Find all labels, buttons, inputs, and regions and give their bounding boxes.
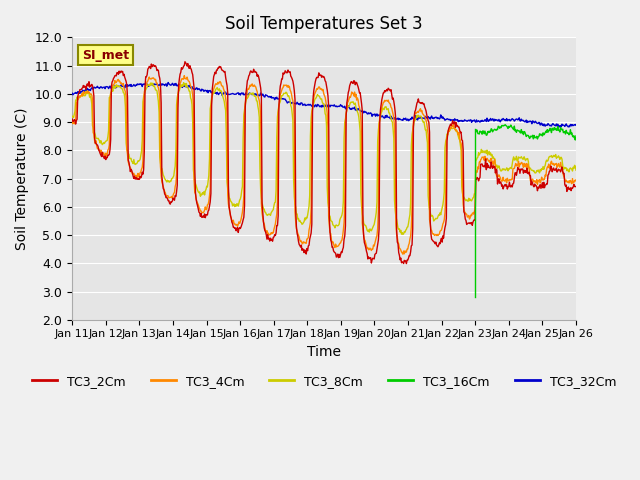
Y-axis label: Soil Temperature (C): Soil Temperature (C) xyxy=(15,108,29,250)
Title: Soil Temperatures Set 3: Soil Temperatures Set 3 xyxy=(225,15,423,33)
Legend: TC3_2Cm, TC3_4Cm, TC3_8Cm, TC3_16Cm, TC3_32Cm: TC3_2Cm, TC3_4Cm, TC3_8Cm, TC3_16Cm, TC3… xyxy=(27,370,621,393)
X-axis label: Time: Time xyxy=(307,345,341,359)
Text: SI_met: SI_met xyxy=(82,48,129,61)
